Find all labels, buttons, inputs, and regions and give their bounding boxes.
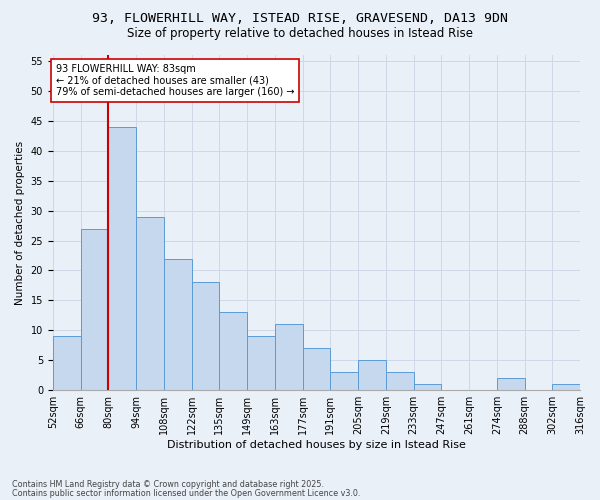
Text: Size of property relative to detached houses in Istead Rise: Size of property relative to detached ho… bbox=[127, 28, 473, 40]
Bar bbox=[552, 384, 580, 390]
Text: Contains HM Land Registry data © Crown copyright and database right 2025.: Contains HM Land Registry data © Crown c… bbox=[12, 480, 324, 489]
Bar bbox=[275, 324, 302, 390]
Bar bbox=[80, 228, 108, 390]
Text: 93, FLOWERHILL WAY, ISTEAD RISE, GRAVESEND, DA13 9DN: 93, FLOWERHILL WAY, ISTEAD RISE, GRAVESE… bbox=[92, 12, 508, 26]
Bar bbox=[497, 378, 524, 390]
Y-axis label: Number of detached properties: Number of detached properties bbox=[15, 140, 25, 304]
Bar bbox=[191, 282, 219, 390]
Bar bbox=[302, 348, 330, 390]
Bar bbox=[108, 127, 136, 390]
Bar bbox=[219, 312, 247, 390]
Bar bbox=[136, 216, 164, 390]
Bar bbox=[413, 384, 441, 390]
Bar bbox=[247, 336, 275, 390]
X-axis label: Distribution of detached houses by size in Istead Rise: Distribution of detached houses by size … bbox=[167, 440, 466, 450]
Text: 93 FLOWERHILL WAY: 83sqm
← 21% of detached houses are smaller (43)
79% of semi-d: 93 FLOWERHILL WAY: 83sqm ← 21% of detach… bbox=[56, 64, 294, 97]
Text: Contains public sector information licensed under the Open Government Licence v3: Contains public sector information licen… bbox=[12, 488, 361, 498]
Bar bbox=[330, 372, 358, 390]
Bar bbox=[386, 372, 413, 390]
Bar bbox=[164, 258, 191, 390]
Bar bbox=[358, 360, 386, 390]
Bar bbox=[53, 336, 80, 390]
